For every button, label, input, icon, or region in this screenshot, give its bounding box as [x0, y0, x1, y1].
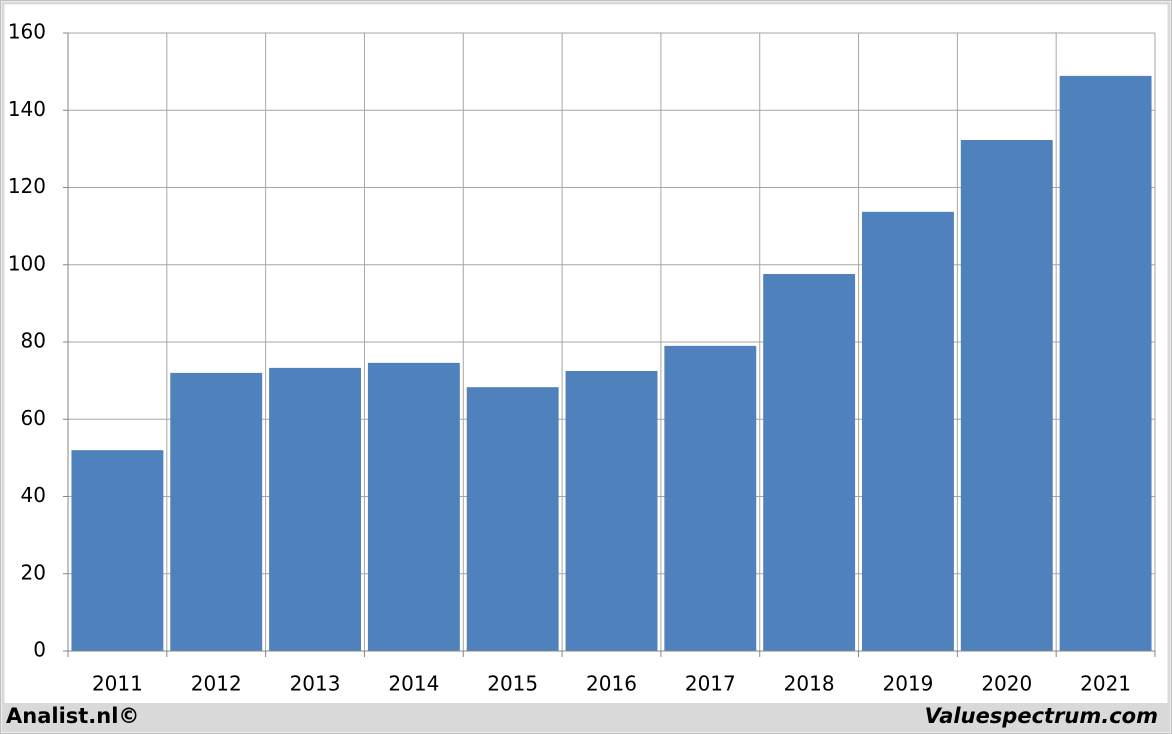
x-tick-label: 2016 [586, 672, 637, 696]
x-tick-label: 2017 [685, 672, 736, 696]
y-tick-label: 80 [21, 329, 46, 353]
y-tick-label: 100 [8, 251, 46, 275]
footer-bar [3, 703, 1169, 731]
x-tick-label: 2013 [290, 672, 341, 696]
y-tick-label: 140 [8, 97, 46, 121]
x-tick-label: 2018 [784, 672, 835, 696]
source-right: Valuespectrum.com [925, 704, 1158, 728]
bar [466, 387, 559, 651]
bar [367, 362, 460, 651]
y-tick-label: 40 [21, 483, 46, 507]
bar [269, 367, 361, 651]
x-tick-label: 2020 [981, 672, 1032, 696]
bar [664, 345, 757, 651]
bar [565, 370, 658, 651]
y-tick-label: 160 [8, 20, 46, 44]
y-tick-label: 120 [8, 174, 46, 198]
x-tick-label: 2012 [191, 672, 242, 696]
y-tick-label: 20 [21, 560, 46, 584]
y-tick-label: 0 [33, 638, 46, 662]
x-tick-label: 2011 [92, 672, 143, 696]
x-tick-label: 2015 [487, 672, 538, 696]
x-tick-label: 2021 [1080, 672, 1131, 696]
x-tick-label: 2014 [388, 672, 439, 696]
source-left: Analist.nl© [6, 704, 139, 728]
bar [862, 211, 954, 652]
bar [170, 372, 263, 651]
bar [71, 450, 164, 651]
x-tick-label: 2019 [883, 672, 934, 696]
bar [960, 139, 1053, 651]
bar [1059, 75, 1152, 651]
y-tick-label: 60 [21, 406, 46, 430]
bar [763, 274, 856, 651]
